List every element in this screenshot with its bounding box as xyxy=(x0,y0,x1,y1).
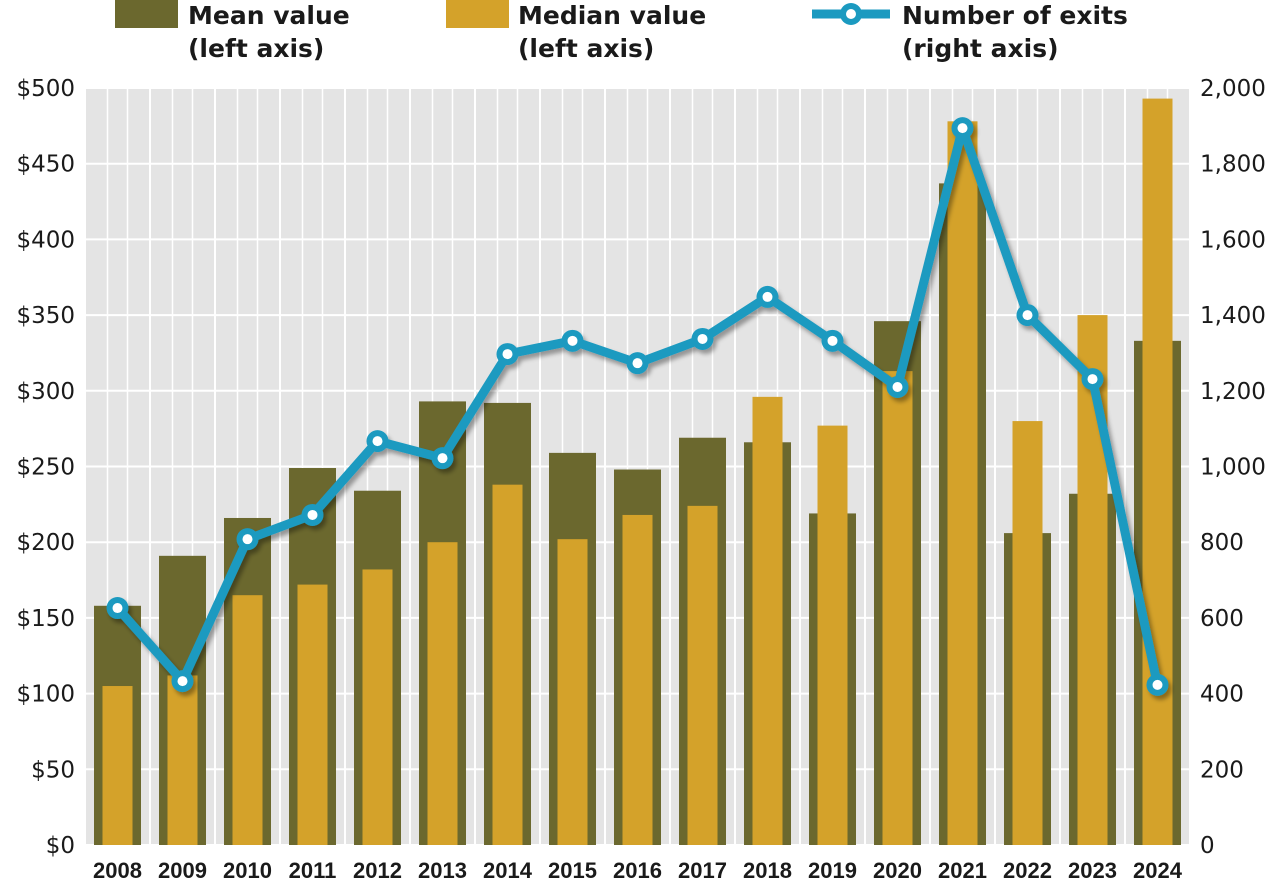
exits-point-center xyxy=(632,358,643,369)
year-label: 2018 xyxy=(743,858,792,883)
exits-point-center xyxy=(762,291,773,302)
bar-median-2018 xyxy=(752,396,783,845)
left-tick-label: $500 xyxy=(16,76,75,102)
left-tick-label: $50 xyxy=(31,757,75,783)
bar-median-2014 xyxy=(492,484,523,845)
exits-point-center xyxy=(567,335,578,346)
right-tick-label: 1,600 xyxy=(1200,227,1266,253)
year-label: 2023 xyxy=(1068,858,1117,883)
bar-median-2008 xyxy=(102,686,133,845)
year-label: 2008 xyxy=(93,858,142,883)
year-label: 2017 xyxy=(678,858,727,883)
axes: $0 $50 $100 $150 $200 $250 $300 $350 $400 $450 $50… xyxy=(16,76,1265,883)
exits-point-center xyxy=(112,603,123,614)
exits-line xyxy=(106,117,1169,696)
left-tick-label: $250 xyxy=(16,455,75,481)
bar-median-2019 xyxy=(817,425,848,845)
exits-point-center xyxy=(957,123,968,134)
bar-median-2020 xyxy=(882,371,913,845)
legend-sublabel: (left axis) xyxy=(188,34,324,63)
bar-median-2024 xyxy=(1142,98,1173,845)
left-tick-label: $200 xyxy=(16,530,75,556)
legend-label: Mean value xyxy=(188,1,350,30)
exits-point-center xyxy=(372,436,383,447)
year-label: 2013 xyxy=(418,858,467,883)
right-tick-label: 0 xyxy=(1200,833,1215,859)
exits-point-center xyxy=(502,349,513,360)
bar-median-2015 xyxy=(557,539,588,845)
legend-marker-center xyxy=(846,9,856,19)
exits-point-center xyxy=(1152,679,1163,690)
legend-sublabel: (right axis) xyxy=(902,34,1059,63)
year-label: 2012 xyxy=(353,858,402,883)
exits-point-center xyxy=(892,382,903,393)
year-label: 2024 xyxy=(1133,858,1183,883)
bar-median-2022 xyxy=(1012,421,1043,845)
legend: Mean value (left axis) Median value (left a… xyxy=(115,0,1128,63)
legend-swatch xyxy=(446,0,509,28)
bar-median-2017 xyxy=(687,505,718,845)
left-tick-label: $300 xyxy=(16,379,75,405)
left-tick-label: $350 xyxy=(16,303,75,329)
right-tick-label: 800 xyxy=(1200,530,1244,556)
bar-median-2013 xyxy=(427,542,458,845)
right-tick-label: 400 xyxy=(1200,682,1244,708)
legend-label: Number of exits xyxy=(902,1,1128,30)
year-label: 2019 xyxy=(808,858,857,883)
exits-point-center xyxy=(177,676,188,687)
right-tick-label: 1,400 xyxy=(1200,303,1266,329)
right-tick-label: 600 xyxy=(1200,606,1244,632)
bar-median-2011 xyxy=(297,584,328,845)
right-tick-label: 1,200 xyxy=(1200,379,1266,405)
legend-label: Median value xyxy=(518,1,706,30)
exits-point-center xyxy=(697,333,708,344)
year-label: 2010 xyxy=(223,858,272,883)
year-label: 2022 xyxy=(1003,858,1052,883)
right-tick-label: 2,000 xyxy=(1200,76,1266,102)
year-label: 2016 xyxy=(613,858,662,883)
exits-point-center xyxy=(307,509,318,520)
exits-point-center xyxy=(827,335,838,346)
year-label: 2009 xyxy=(158,858,207,883)
right-tick-label: 1,800 xyxy=(1200,152,1266,178)
legend-sublabel: (left axis) xyxy=(518,34,654,63)
bar-median-2010 xyxy=(232,595,263,845)
bar-median-2021 xyxy=(947,121,978,846)
exits-point-center xyxy=(1087,374,1098,385)
year-label: 2011 xyxy=(289,858,337,883)
left-tick-label: $450 xyxy=(16,152,75,178)
exits-point-center xyxy=(242,534,253,545)
left-tick-label: $0 xyxy=(46,833,75,859)
year-label: 2014 xyxy=(483,858,533,883)
bar-median-2023 xyxy=(1077,315,1108,846)
exits-point-center xyxy=(437,453,448,464)
year-label: 2020 xyxy=(873,858,922,883)
right-tick-label: 1,000 xyxy=(1200,455,1266,481)
exits-point-center xyxy=(1022,310,1033,321)
bar-median-2016 xyxy=(622,514,653,845)
left-tick-label: $100 xyxy=(16,682,75,708)
year-label: 2015 xyxy=(548,858,597,883)
bar-median-2009 xyxy=(167,675,198,845)
year-label: 2021 xyxy=(938,858,987,883)
legend-swatch xyxy=(115,0,178,28)
bar-median-2012 xyxy=(362,569,393,845)
left-tick-label: $150 xyxy=(16,606,75,632)
bars xyxy=(94,98,1181,846)
left-tick-label: $400 xyxy=(16,227,75,253)
right-tick-label: 200 xyxy=(1200,757,1244,783)
